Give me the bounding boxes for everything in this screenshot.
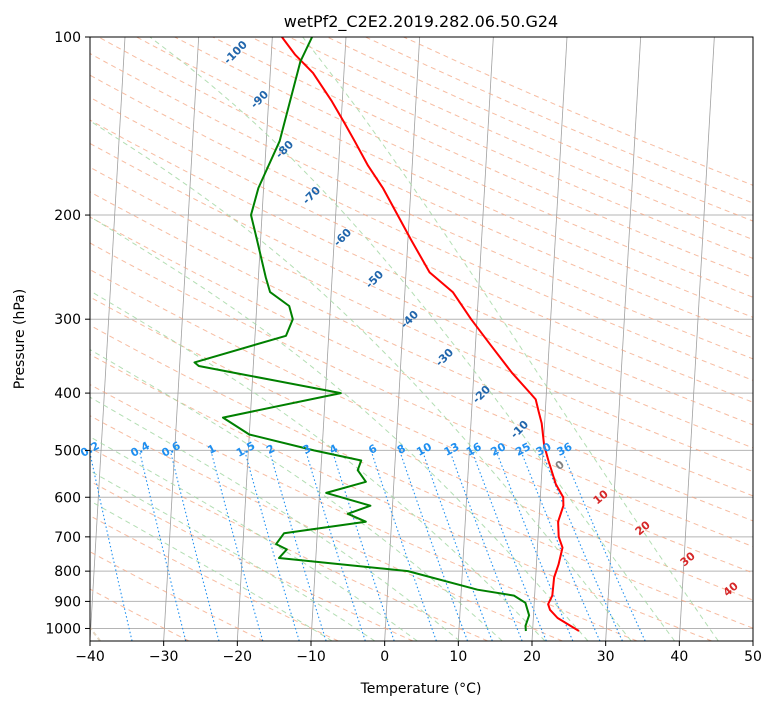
moist-adiabat-label: -100 [221, 38, 250, 67]
isotherm-line [311, 37, 346, 641]
mixing-ratio-line [245, 450, 300, 641]
moist-adiabat-label: -60 [331, 226, 354, 249]
moist-adiabat-label: -40 [398, 308, 421, 331]
dry-adiabat-line [0, 37, 712, 641]
mixing-ratio-label: 0.4 [128, 439, 152, 460]
dry-adiabat-line [0, 37, 775, 641]
dry-adiabat-line [0, 37, 775, 641]
x-tick-label: −20 [223, 649, 253, 665]
dry-adiabat-line [0, 37, 775, 641]
dry-adiabat-label: 30 [678, 549, 698, 569]
x-tick-label: −40 [75, 649, 105, 665]
mixing-ratio-line [521, 450, 600, 641]
isotherm-line [679, 37, 714, 641]
dry-adiabat-label: 10 [591, 487, 611, 507]
x-tick-label: 40 [670, 649, 688, 665]
x-tick-label: 20 [523, 649, 541, 665]
mixing-ratio-label: 6 [366, 442, 379, 457]
mixing-ratio-line [562, 450, 645, 641]
mixing-ratio-label: 10 [414, 440, 434, 459]
x-tick-label: −10 [296, 649, 326, 665]
mixing-ratio-line [371, 450, 436, 641]
y-tick-label: 900 [54, 594, 81, 610]
mixing-ratio-label: 30 [534, 440, 554, 459]
isotherm-line [90, 37, 125, 641]
dry-adiabat-label: 40 [721, 579, 741, 599]
moist-adiabat-label: -10 [508, 418, 531, 441]
dewpoint-profile-line [195, 37, 530, 631]
mixing-ratio-label: 20 [488, 440, 508, 459]
mixing-ratio-line [400, 450, 468, 641]
x-tick-label: 30 [597, 649, 615, 665]
dry-adiabat-line [404, 37, 775, 641]
mixing-ratio-label: 13 [442, 440, 462, 459]
isotherm-line [385, 37, 420, 641]
y-tick-label: 400 [54, 386, 81, 402]
moist-adiabat-label: -50 [363, 268, 386, 291]
isotherm-line [164, 37, 199, 641]
chart-title: wetPf2_C2E2.2019.282.06.50.G24 [284, 12, 558, 32]
dry-adiabat-label: 20 [633, 518, 653, 538]
moist-adiabat-line [0, 37, 502, 641]
mixing-ratio-label: 1 [205, 442, 218, 457]
dry-adiabat-line [0, 37, 775, 641]
mixing-ratio-label: 8 [395, 442, 408, 457]
x-tick-label: 0 [380, 649, 389, 665]
dry-adiabat-line [0, 37, 775, 641]
dry-adiabat-line [0, 37, 775, 641]
mixing-ratio-label: 1.5 [234, 439, 257, 460]
dry-adiabat-line [0, 37, 775, 641]
y-tick-label: 200 [54, 208, 81, 224]
moist-adiabat-line [0, 37, 417, 641]
grid-layer [0, 37, 775, 641]
x-tick-label: 10 [449, 649, 467, 665]
moist-adiabat-line [150, 37, 675, 641]
mixing-ratio-label: 2 [264, 442, 277, 457]
moist-adiabat-label: -80 [273, 138, 296, 161]
dry-adiabat-line [137, 37, 775, 641]
mixing-ratio-line [211, 450, 263, 641]
plot-frame [90, 37, 753, 641]
dry-adiabat-line [0, 37, 264, 641]
moist-adiabat-line [0, 37, 588, 641]
moist-adiabat-label: -30 [433, 346, 456, 369]
dry-adiabat-line [98, 37, 775, 641]
y-axis-label: Pressure (hPa) [12, 289, 28, 389]
y-tick-label: 800 [54, 564, 81, 580]
mixing-ratio-label: 0.6 [159, 439, 183, 460]
mixing-ratio-line [450, 450, 522, 641]
y-tick-label: 600 [54, 490, 81, 506]
dry-adiabat-line [60, 37, 775, 641]
dry-adiabat-line [0, 37, 189, 641]
dry-adiabat-line [0, 37, 775, 641]
x-axis-label: Temperature (°C) [360, 681, 482, 697]
mixing-ratio-line [139, 450, 185, 641]
mixing-ratio-label: 16 [464, 440, 484, 459]
mixing-ratio-label: 36 [555, 440, 575, 459]
dry-adiabat-line [366, 37, 775, 641]
moist-adiabat-line [0, 37, 460, 641]
mixing-ratio-line [170, 450, 219, 641]
y-tick-label: 1000 [45, 621, 81, 637]
dry-adiabat-line [0, 37, 775, 641]
isotherm-line [237, 37, 272, 641]
dry-adiabat-line [327, 37, 775, 641]
isotherm-line [753, 37, 775, 641]
dry-adiabat-line [0, 37, 562, 641]
y-tick-label: 100 [54, 30, 81, 46]
dry-adiabat-line [0, 37, 413, 641]
y-tick-label: 700 [54, 530, 81, 546]
x-tick-label: 50 [744, 649, 762, 665]
y-tick-label: 500 [54, 443, 81, 459]
y-tick-label: 300 [54, 312, 81, 328]
dry-adiabat-line [0, 37, 775, 641]
x-tick-label: −30 [149, 649, 179, 665]
temperature-profile-line [282, 37, 579, 631]
